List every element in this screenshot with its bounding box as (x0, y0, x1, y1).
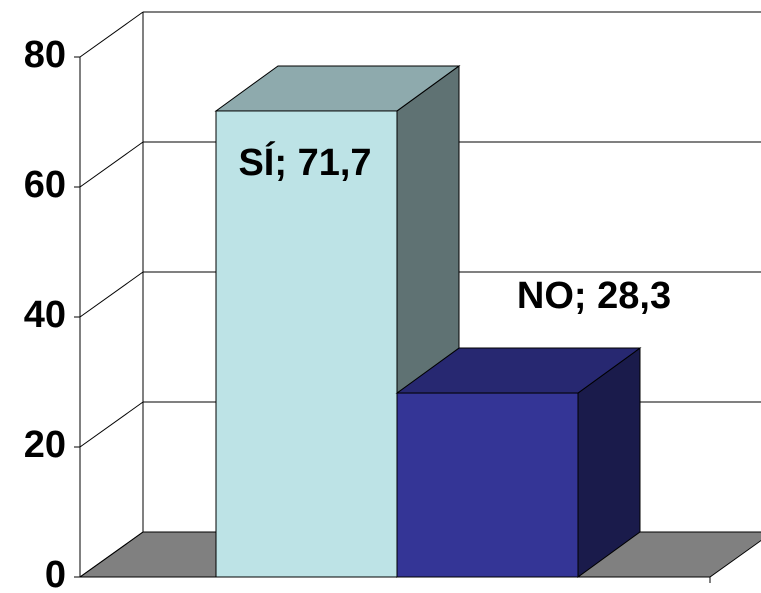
data-label: SÍ; 71,7 (238, 140, 371, 184)
grid-line (79, 141, 144, 188)
bar (396, 392, 579, 578)
y-tick-label: 40 (24, 294, 66, 336)
data-label: NO; 28,3 (517, 275, 671, 317)
y-tick-label: 0 (45, 554, 66, 593)
grid-line (79, 401, 144, 448)
y-tick-label: 80 (24, 34, 66, 76)
y-tick-label: 60 (24, 164, 66, 206)
y-tick-label: 20 (24, 424, 66, 466)
grid-line (79, 271, 144, 318)
grid-line (79, 11, 144, 58)
bar (215, 110, 398, 578)
grid-line (79, 531, 144, 578)
